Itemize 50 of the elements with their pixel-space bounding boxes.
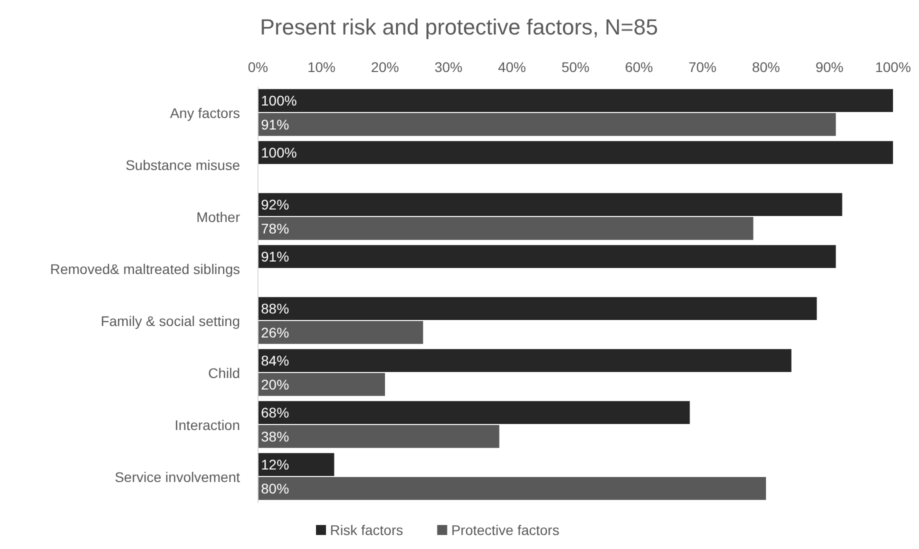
bar bbox=[258, 245, 836, 268]
data-label: 12% bbox=[261, 456, 290, 472]
bar bbox=[258, 425, 500, 448]
bar bbox=[258, 477, 766, 500]
data-label: 26% bbox=[261, 324, 290, 340]
y-tick-label: Child bbox=[208, 364, 240, 381]
bar bbox=[258, 193, 842, 216]
bar bbox=[258, 349, 792, 372]
legend-label: Protective factors bbox=[451, 522, 560, 538]
x-tick-label: 10% bbox=[307, 58, 336, 75]
data-label: 68% bbox=[261, 404, 290, 420]
y-tick-label: Mother bbox=[196, 208, 240, 225]
x-tick-label: 100% bbox=[875, 58, 911, 75]
data-label: 92% bbox=[261, 196, 290, 212]
data-label: 84% bbox=[261, 352, 290, 368]
data-label: 38% bbox=[261, 428, 290, 444]
y-tick-label: Any factors bbox=[170, 104, 240, 121]
x-tick-label: 0% bbox=[248, 58, 268, 75]
legend-label: Risk factors bbox=[330, 522, 404, 538]
data-label: 78% bbox=[261, 220, 290, 236]
chart-title: Present risk and protective factors, N=85 bbox=[260, 14, 658, 40]
bar bbox=[258, 297, 817, 320]
x-tick-label: 60% bbox=[624, 58, 654, 75]
data-label: 88% bbox=[261, 300, 290, 316]
data-label: 100% bbox=[261, 144, 297, 160]
data-label: 91% bbox=[261, 248, 290, 264]
x-tick-label: 70% bbox=[688, 58, 717, 75]
data-label: 20% bbox=[261, 376, 290, 392]
y-tick-label: Family & social setting bbox=[100, 312, 240, 329]
bar bbox=[258, 113, 836, 136]
y-tick-label: Substance misuse bbox=[126, 156, 240, 173]
data-label: 100% bbox=[261, 92, 297, 108]
x-tick-label: 90% bbox=[815, 58, 844, 75]
bar bbox=[258, 453, 334, 476]
bar bbox=[258, 401, 690, 424]
bar bbox=[258, 217, 754, 240]
y-tick-label: Service involvement bbox=[114, 468, 240, 485]
x-tick-label: 30% bbox=[434, 58, 463, 75]
x-tick-label: 50% bbox=[561, 58, 590, 75]
y-tick-label: Interaction bbox=[174, 416, 240, 433]
x-tick-label: 80% bbox=[752, 58, 780, 75]
x-tick-label: 40% bbox=[498, 58, 526, 75]
x-tick-label: 20% bbox=[370, 58, 400, 75]
bar bbox=[258, 373, 385, 396]
data-label: 91% bbox=[261, 116, 290, 132]
data-label: 80% bbox=[261, 480, 290, 496]
y-tick-label: Removed& maltreated siblings bbox=[50, 260, 240, 277]
bar bbox=[258, 89, 893, 112]
bar bbox=[258, 141, 893, 164]
bar bbox=[258, 321, 424, 344]
